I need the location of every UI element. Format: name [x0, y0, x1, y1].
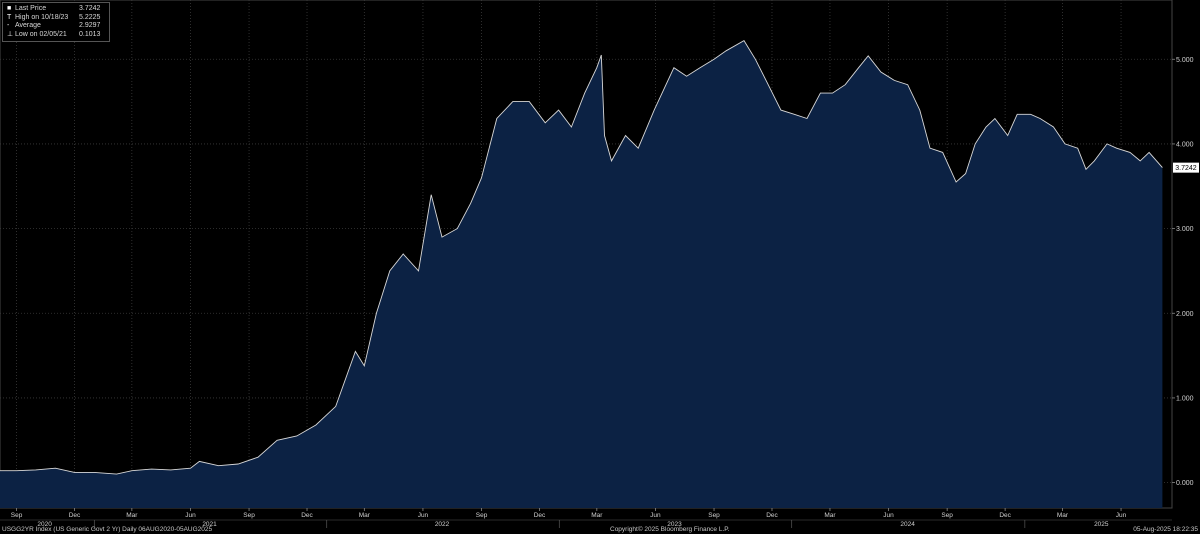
x-tick-label: Dec	[301, 512, 313, 519]
y-tick-label: 4.000	[1176, 141, 1194, 148]
x-tick-label: Dec	[534, 512, 546, 519]
year-label: 2021	[202, 521, 217, 528]
year-label: 2023	[667, 521, 682, 528]
year-label: 2020	[37, 521, 52, 528]
year-label: 2022	[435, 521, 450, 528]
x-tick-label: Dec	[766, 512, 778, 519]
legend-label: Low on 02/05/21	[15, 30, 67, 38]
legend-value: 5.2225	[79, 13, 101, 21]
last-price-flag-label: 3.7242	[1175, 165, 1197, 172]
legend-value: 2.9297	[79, 22, 101, 30]
price-area	[0, 40, 1163, 508]
legend-value: 3.7242	[79, 5, 101, 12]
x-tick-label: Sep	[476, 512, 488, 519]
x-tick-label: Jun	[418, 512, 429, 519]
legend-marker: ⊥	[7, 30, 14, 38]
footer-security-info: USGG2YR Index (US Generic Govt 2 Yr) Dai…	[2, 526, 213, 533]
year-label: 2024	[900, 521, 915, 528]
y-tick-label: 1.000	[1176, 395, 1194, 402]
y-tick-label: 0.000	[1176, 480, 1194, 487]
y-axis: 0.000 1.000 2.000 3.000 4.000 5.000	[1172, 57, 1194, 487]
x-tick-label: Sep	[243, 512, 255, 519]
x-axis: Sep Dec Mar Jun Sep Dec Mar Jun Sep Dec Mar Jun Sep D…	[0, 508, 1172, 528]
x-tick-label: Sep	[708, 512, 720, 519]
x-tick-label: Sep	[11, 512, 23, 519]
last-price-flag-box	[1173, 162, 1199, 173]
x-tick-label: Mar	[359, 512, 371, 519]
legend-label: Last Price	[15, 5, 47, 12]
y-tick-label: 3.000	[1176, 226, 1194, 233]
x-tick-label: Jun	[650, 512, 661, 519]
price-line	[0, 39, 1163, 475]
x-tick-label: Mar	[591, 512, 603, 519]
footer-timestamp: 05-Aug-2025 18:22:35	[1133, 526, 1198, 533]
x-tick-label: Dec	[999, 512, 1011, 519]
legend-marker: T	[7, 13, 12, 21]
legend-label: Average	[15, 22, 41, 30]
x-tick-label: Jun	[185, 512, 196, 519]
legend-row-low: ⊥ Low on 02/05/21 0.1013	[7, 31, 105, 40]
x-tick-label: Mar	[126, 512, 138, 519]
y-tick-label: 2.000	[1176, 311, 1194, 318]
legend-row-average: - Average 2.9297	[7, 22, 105, 31]
legend-marker: -	[7, 22, 10, 30]
year-label: 2025	[1094, 521, 1109, 528]
x-tick-label: Mar	[824, 512, 836, 519]
legend-row-high: T High on 10/18/23 5.2225	[7, 14, 105, 23]
legend-value: 0.1013	[79, 30, 101, 38]
legend-row-last-price: ■ Last Price 3.7242	[7, 5, 105, 14]
legend-marker: ■	[7, 5, 12, 12]
footer-copyright: Copyright© 2025 Bloomberg Finance L.P.	[610, 526, 730, 533]
y-tick-label: 5.000	[1176, 57, 1194, 64]
x-tick-label: Sep	[941, 512, 953, 519]
legend: ■ Last Price 3.7242 T High on 10/18/23 5…	[2, 2, 110, 43]
x-tick-label: Jun	[883, 512, 894, 519]
last-price-flag: 3.7242	[1173, 162, 1199, 173]
legend-label: High on 10/18/23	[15, 13, 69, 21]
x-tick-label: Jun	[1116, 512, 1127, 519]
x-tick-label: Dec	[69, 512, 81, 519]
x-tick-label: Mar	[1057, 512, 1069, 519]
